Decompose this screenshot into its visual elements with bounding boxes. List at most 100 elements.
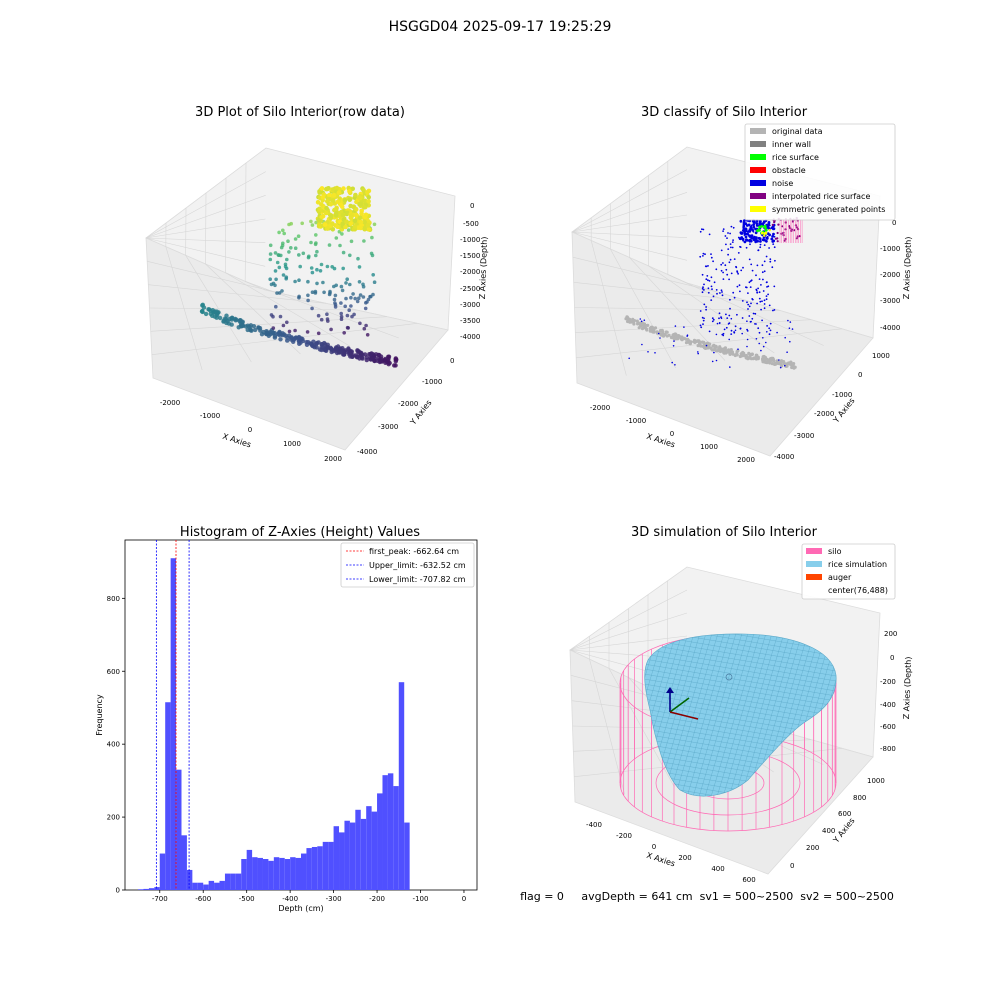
original-data-point (719, 347, 723, 352)
raw-point (371, 273, 376, 277)
histogram-bar (176, 769, 182, 890)
noise-point (715, 333, 718, 336)
raw-point (273, 269, 278, 273)
noise-point (721, 291, 723, 293)
raw-point (348, 221, 354, 226)
noise-point (708, 330, 711, 333)
raw-point (280, 243, 285, 248)
auger-z-arrowhead (666, 687, 674, 693)
noise-point (745, 286, 748, 289)
histogram-ytick-label: 400 (107, 741, 120, 749)
raw-point (346, 347, 351, 352)
raw-3d-ztick: 0 (470, 202, 474, 210)
noise-point (748, 228, 752, 231)
raw-point (364, 323, 368, 328)
raw-point (285, 257, 289, 262)
noise-point (744, 235, 748, 239)
raw-point (268, 330, 274, 335)
raw-point (253, 327, 258, 333)
simulation-3d-xtick: -400 (586, 821, 602, 829)
original-data-point (768, 357, 773, 361)
noise-point (730, 246, 732, 249)
raw-point (362, 198, 368, 204)
raw-point (277, 291, 282, 295)
raw-point (365, 190, 370, 195)
raw-point (314, 253, 318, 258)
noise-point (758, 220, 762, 224)
noise-point (761, 300, 763, 303)
legend-label-obstacle: obstacle (772, 166, 806, 175)
raw-3d-xtick: 0 (248, 426, 252, 434)
noise-point (722, 271, 724, 274)
noise-point (768, 247, 770, 249)
noise-point (722, 262, 724, 264)
original-data-point (637, 326, 641, 330)
raw-point (268, 277, 273, 282)
noise-point (729, 366, 731, 368)
raw-3d-x-ticks: -2000 -1000 0 1000 2000 (160, 399, 342, 463)
legend-swatch-rice-surface (750, 154, 766, 160)
raw-point (358, 293, 363, 297)
legend-swatch-symmetric-generated-points (750, 206, 766, 212)
noise-point (774, 259, 776, 262)
legend-label-auger: auger (828, 573, 852, 582)
classify-3d-ylabel: Y Axies (831, 396, 857, 425)
histogram-bar (214, 882, 220, 890)
noise-point (706, 275, 709, 277)
raw-point (338, 347, 344, 352)
noise-point (763, 238, 766, 242)
raw-point (281, 228, 285, 233)
raw-point (344, 296, 348, 301)
raw-point (339, 317, 344, 322)
noise-point (718, 317, 720, 320)
original-data-point (684, 341, 689, 345)
noise-point (756, 264, 759, 267)
original-data-point (702, 340, 706, 344)
noise-point (752, 223, 755, 227)
classify-3d-xtick: -2000 (590, 404, 610, 412)
raw-point (393, 357, 398, 362)
raw-point (257, 326, 263, 331)
simulation-3d-xtick: 200 (678, 854, 691, 862)
legend-label-center: center(76,488) (828, 586, 888, 595)
raw-point (304, 342, 310, 347)
raw-point (310, 223, 315, 227)
raw-point (319, 344, 324, 349)
raw-point (349, 239, 354, 244)
raw-point (341, 186, 346, 191)
noise-point (711, 360, 714, 363)
raw-point (310, 270, 315, 275)
noise-point (702, 323, 704, 325)
raw-point (318, 207, 323, 213)
noise-point (708, 280, 711, 282)
raw-point (361, 282, 365, 287)
noise-point (756, 239, 759, 243)
histogram-xtick-label: -100 (413, 895, 429, 903)
noise-point (752, 220, 756, 224)
simulation-3d-xtick: -200 (616, 832, 632, 840)
noise-point (747, 308, 749, 310)
raw-point (328, 291, 332, 295)
noise-point (716, 322, 719, 325)
raw-3d-ytick: -1000 (422, 378, 442, 386)
histogram-bar (181, 835, 187, 890)
noise-point (773, 235, 776, 238)
noise-point (733, 296, 736, 299)
raw-point (281, 273, 286, 277)
original-data-point (682, 336, 687, 340)
panel-raw-3d: 3D Plot of Silo Interior(row data) -2000… (145, 105, 489, 463)
raw-3d-grid (145, 162, 418, 371)
noise-point (762, 290, 765, 292)
symmetric-point (763, 234, 766, 237)
raw-point (203, 311, 209, 317)
noise-point (757, 287, 759, 290)
original-data-point (726, 350, 730, 354)
raw-point (287, 250, 291, 254)
noise-point (647, 351, 649, 353)
noise-point (671, 361, 673, 364)
raw-point (353, 296, 358, 301)
histogram-bar (257, 857, 263, 890)
noise-point (729, 243, 732, 246)
histogram-bar (366, 806, 372, 890)
